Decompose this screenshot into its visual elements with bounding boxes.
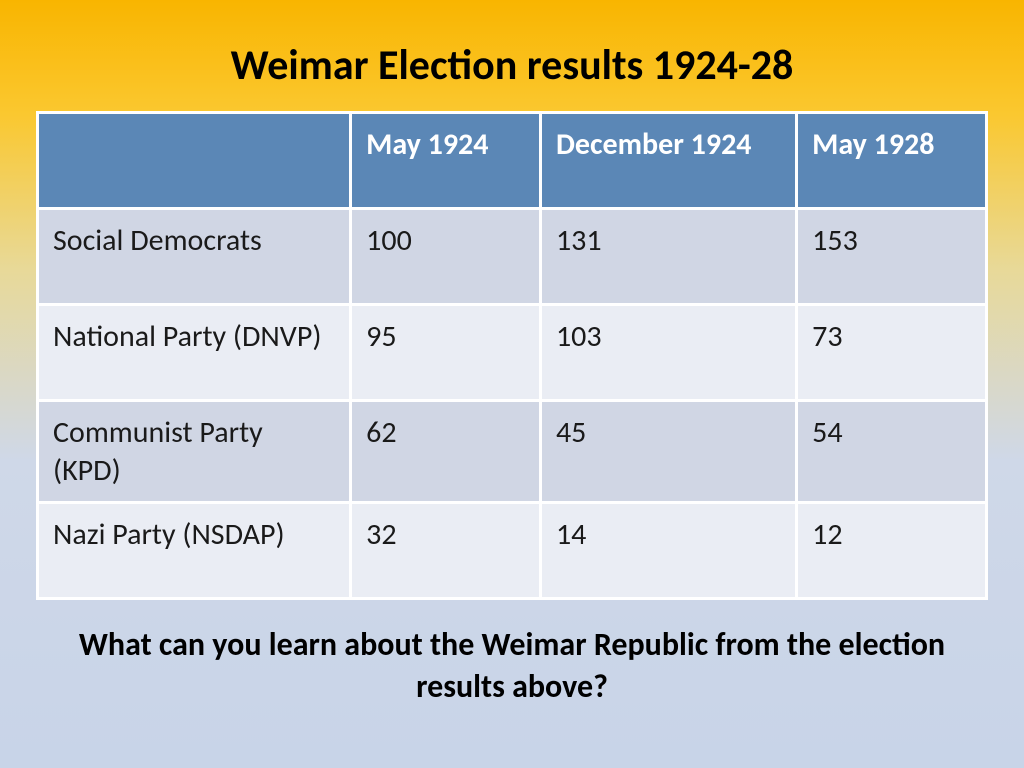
table-cell: Communist Party (KPD) (38, 401, 351, 503)
table-cell: 14 (540, 503, 796, 599)
table-cell: 103 (540, 305, 796, 401)
table-header-cell (38, 113, 351, 209)
table-header-cell: May 1928 (797, 113, 987, 209)
table-cell: 45 (540, 401, 796, 503)
table-cell: 153 (797, 209, 987, 305)
table-header-cell: December 1924 (540, 113, 796, 209)
table-row: Communist Party (KPD) 62 45 54 (38, 401, 987, 503)
table-cell: 95 (351, 305, 541, 401)
table-cell: 131 (540, 209, 796, 305)
results-table: May 1924 December 1924 May 1928 Social D… (36, 111, 988, 600)
table-header-row: May 1924 December 1924 May 1928 (38, 113, 987, 209)
slide: Weimar Election results 1924-28 May 1924… (0, 0, 1024, 768)
question-text: What can you learn about the Weimar Repu… (36, 624, 988, 707)
table-cell: 32 (351, 503, 541, 599)
table-row: Nazi Party (NSDAP) 32 14 12 (38, 503, 987, 599)
table-cell: 100 (351, 209, 541, 305)
table-row: National Party (DNVP) 95 103 73 (38, 305, 987, 401)
table-header-cell: May 1924 (351, 113, 541, 209)
slide-title: Weimar Election results 1924-28 (36, 40, 988, 91)
table-cell: 12 (797, 503, 987, 599)
table-row: Social Democrats 100 131 153 (38, 209, 987, 305)
table-cell: 54 (797, 401, 987, 503)
table-cell: Nazi Party (NSDAP) (38, 503, 351, 599)
table-cell: 73 (797, 305, 987, 401)
table-cell: Social Democrats (38, 209, 351, 305)
table-cell: 62 (351, 401, 541, 503)
table-cell: National Party (DNVP) (38, 305, 351, 401)
